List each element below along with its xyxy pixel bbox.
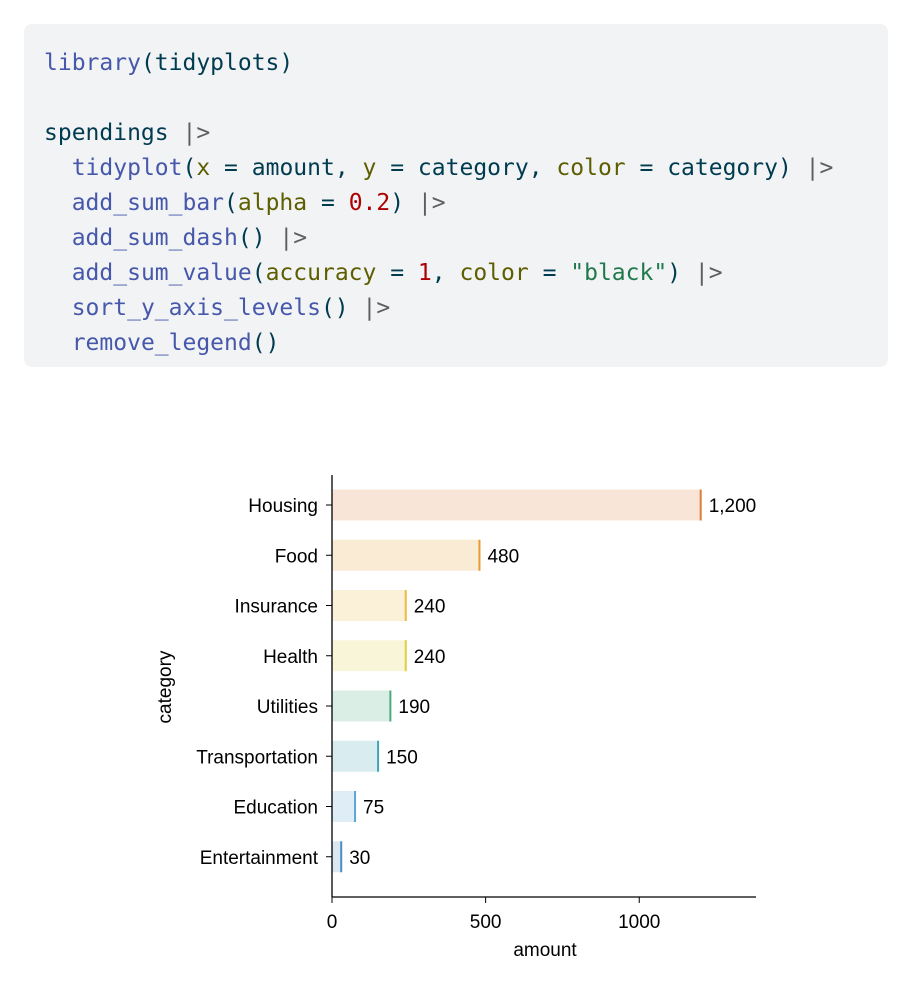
code-token: "black" [570,260,668,286]
bar [332,590,406,621]
code-token: ( [224,190,238,216]
code-token [44,225,72,251]
bar [332,539,480,571]
bar-chart: 1,200 480 240 240 190 150 75 30 Housing Food Insu… [155,475,757,961]
code-token: |> [805,155,834,181]
code-line: tidyplot(x = amount, y = category, color… [44,151,888,186]
code-line: sort_y_axis_levels() |> [44,291,888,326]
code-token: = category, [376,155,557,181]
code-token: ) [667,260,695,286]
value-label: 480 [487,546,519,567]
y-tick-label: Health [263,647,318,668]
value-label: 240 [414,647,446,668]
code-line: add_sum_value(accuracy = 1, color = "bla… [44,256,888,291]
code-token: = amount, [210,155,363,181]
code-token: add_sum_dash [71,225,238,251]
code-token: = [307,190,349,216]
code-token: ( [182,155,197,181]
code-token: (tidyplots) [140,50,294,76]
code-token [44,330,72,356]
code-token: 0.2 [348,190,391,216]
axes-layer: Housing Food Insurance Health Utilities Trans… [196,475,756,933]
code-token: add_sum_bar [71,190,225,216]
bar [332,791,356,822]
code-line: library(tidyplots) [44,46,888,81]
bar [332,690,391,722]
code-token: sort_y_axis_levels [71,295,321,321]
code-line [44,81,888,116]
y-tick-label: Food [275,546,318,567]
bar [332,841,342,873]
value-label: 30 [349,848,370,869]
code-token: () [251,330,280,356]
code-line: spendings |> [44,116,888,151]
value-label: 75 [363,798,384,819]
x-tick-label: 0 [327,912,338,933]
code-token: 1 [417,260,432,286]
code-block: library(tidyplots) spendings |> tidyplot(… [24,24,888,367]
code-token: |> [417,190,446,216]
y-tick-label: Utilities [257,697,318,718]
code-line: remove_legend() [44,326,888,361]
code-line: add_sum_bar(alpha = 0.2) |> [44,186,888,221]
code-token: y [362,155,377,181]
value-label: 190 [398,697,430,718]
code-token: |> [362,295,391,321]
code-line: add_sum_dash() |> [44,221,888,256]
code-token: = [528,260,571,286]
value-label: 150 [386,747,418,768]
code-token: color [459,260,529,286]
code-token: , [431,260,460,286]
code-token: tidyplot [71,155,183,181]
bars-layer: 1,200 480 240 240 190 150 75 30 [332,489,757,873]
code-token: |> [694,260,723,286]
x-tick-label: 500 [470,912,502,933]
code-token [44,155,72,181]
y-axis-title: category [155,650,176,723]
code-token: remove_legend [71,330,252,356]
y-tick-label: Education [233,798,318,819]
code-token: spendings [44,120,183,146]
x-tick-label: 1000 [618,912,660,933]
code-token: () [320,295,363,321]
bar [332,640,406,672]
code-token: add_sum_value [71,260,252,286]
code-token: alpha [237,190,308,216]
code-token: () [237,225,280,251]
y-tick-label: Entertainment [200,848,319,869]
code-token [44,190,72,216]
code-token: |> [279,225,308,251]
code-token: ) [390,190,418,216]
bar [332,489,701,521]
code-token: library [44,50,141,76]
code-token: = category) [625,155,806,181]
code-token: x [196,155,211,181]
y-tick-label: Insurance [235,597,318,618]
code-token [44,260,72,286]
bar [332,740,379,772]
y-tick-label: Transportation [196,747,318,768]
value-label: 1,200 [709,496,757,517]
x-axis-title: amount [513,940,577,961]
code-token [44,295,72,321]
code-token: color [556,155,626,181]
value-label: 240 [414,597,446,618]
code-token: ( [251,260,266,286]
y-tick-label: Housing [248,496,318,517]
code-token: accuracy [265,260,377,286]
code-token: |> [182,120,211,146]
code-token: = [376,260,418,286]
